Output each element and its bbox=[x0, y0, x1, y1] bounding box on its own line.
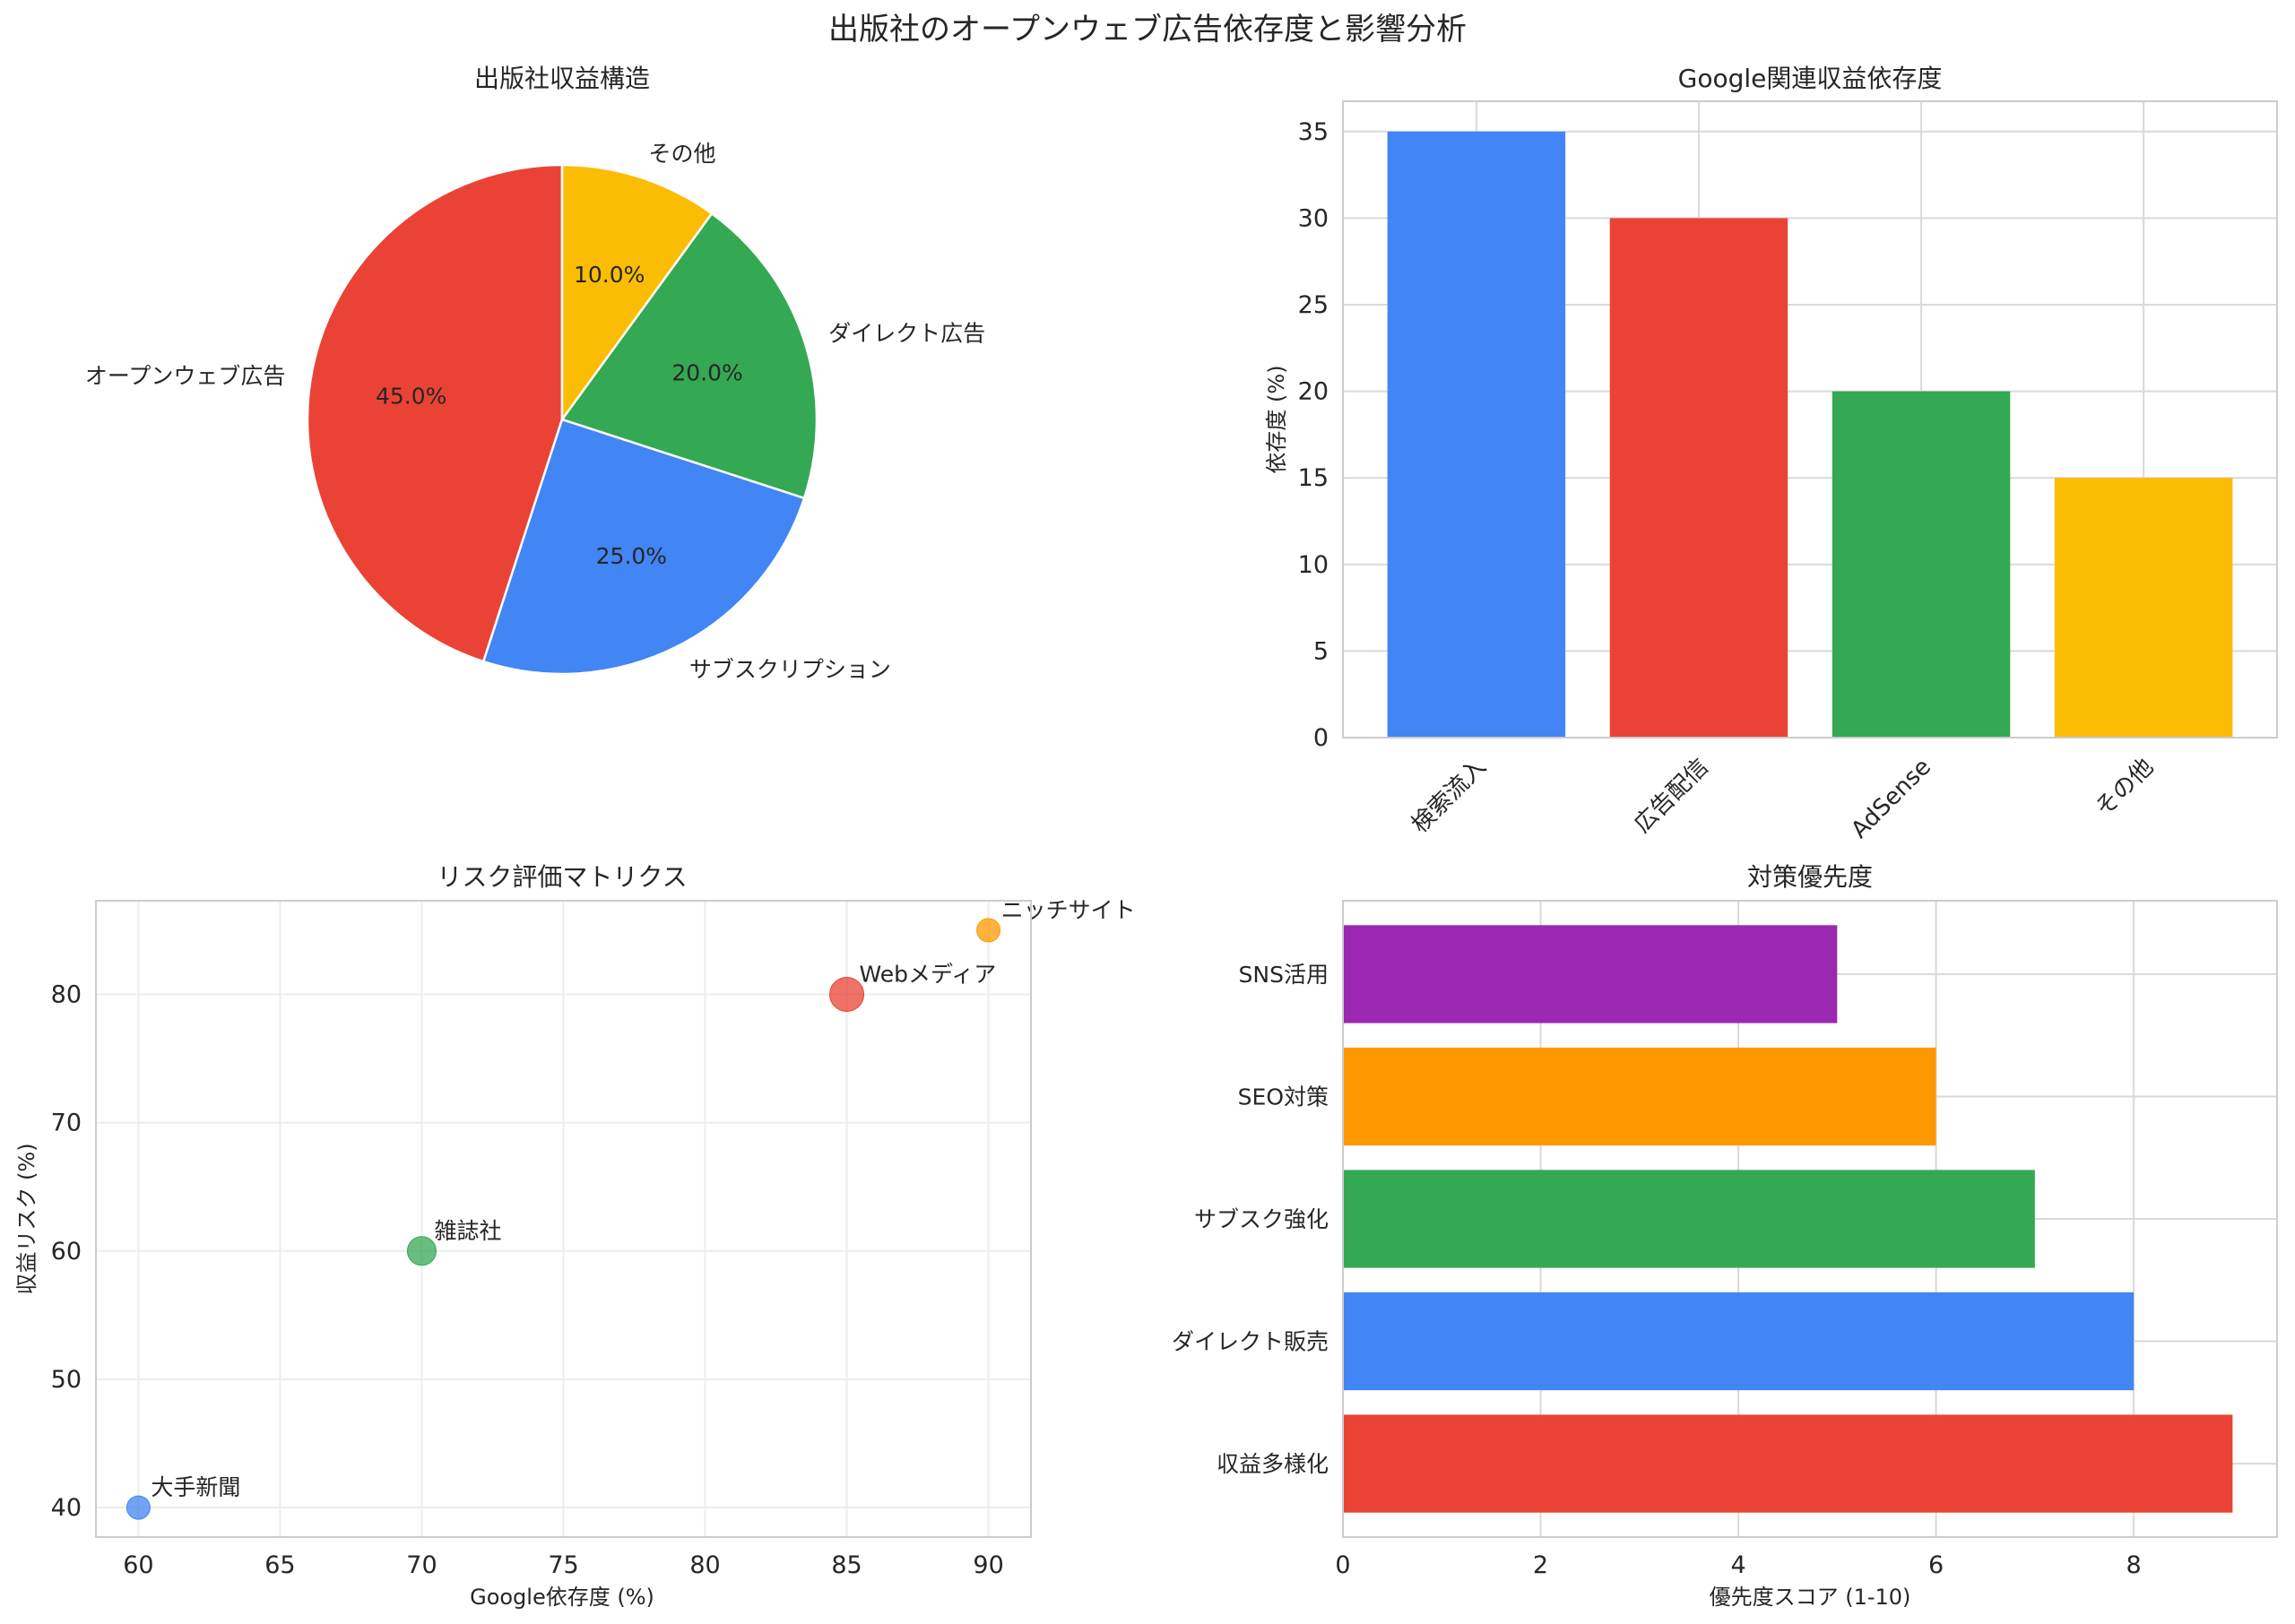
scatter-point-item-1 bbox=[406, 1236, 437, 1266]
bar-chart-google-dependency: Google関連収益依存度 0 5 10 15 20 25 30 35 検索流入 広告配信 AdSe… bbox=[1264, 64, 2278, 844]
pie-slice-item-3 bbox=[560, 163, 714, 423]
bar-item-0 bbox=[1387, 131, 1566, 739]
pie-slice-item-2 bbox=[559, 212, 818, 500]
pie-pct-label-item-2: 20.0% bbox=[671, 359, 742, 385]
pie-chart-revenue-structure: 出版社収益構造 45.0% オープンウェブ広告 25.0% サブスクリプション 20.0… bbox=[85, 64, 985, 682]
hbar-chart-title: 対策優先度 bbox=[1747, 862, 1873, 892]
bar-xtick-label-item-3: その他 bbox=[2091, 754, 2159, 822]
bar-chart-frame bbox=[1342, 100, 2278, 739]
bar-chart-title: Google関連収益依存度 bbox=[1678, 64, 1943, 93]
pie-labels: 45.0% オープンウェブ広告 25.0% サブスクリプション 20.0% ダイレクト広告… bbox=[85, 141, 985, 682]
hbar-item-0 bbox=[1343, 1414, 2233, 1513]
scatter-ytick-label: 40 bbox=[51, 1494, 82, 1522]
bar-item-3 bbox=[2054, 478, 2233, 738]
hbar-ytick-label-item-3: SEO対策 bbox=[1238, 1084, 1329, 1110]
scatter-point-item-2 bbox=[829, 976, 865, 1012]
bar-ytick-label: 35 bbox=[1298, 118, 1329, 146]
scatter-point-label-item-1: 雑誌社 bbox=[434, 1218, 501, 1244]
bar-ytick-label: 5 bbox=[1313, 637, 1329, 665]
bar-item-2 bbox=[1832, 391, 2011, 738]
hbar-ytick-label-item-0: 収益多様化 bbox=[1217, 1451, 1329, 1477]
bar-ytick-label: 30 bbox=[1298, 204, 1329, 232]
scatter-chart-frame bbox=[95, 900, 1032, 1538]
hbar-item-1 bbox=[1343, 1291, 2135, 1391]
pie-pct-label-item-0: 45.0% bbox=[376, 383, 446, 409]
bar-xtick-label-item-2: AdSense bbox=[1846, 754, 1936, 844]
bar-xtick-label-item-1: 広告配信 bbox=[1629, 754, 1714, 839]
hbar-chart-ticks: 0 2 4 6 8 収益多様化 ダイレクト販売 サブスク強化 SEO対策 SNS活用 bbox=[1172, 962, 2142, 1579]
scatter-point-label-item-0: 大手新聞 bbox=[151, 1474, 240, 1500]
scatter-xtick-label: 80 bbox=[689, 1551, 720, 1579]
bar-item-1 bbox=[1609, 218, 1788, 739]
hbar-item-3 bbox=[1343, 1047, 1936, 1146]
pie-slice-item-1 bbox=[481, 418, 806, 676]
scatter-ytick-label: 70 bbox=[51, 1110, 82, 1137]
scatter-chart-grid bbox=[96, 901, 1031, 1537]
scatter-ytick-label: 80 bbox=[51, 980, 82, 1008]
hbar-ytick-label-item-2: サブスク強化 bbox=[1194, 1206, 1329, 1232]
scatter-xtick-label: 65 bbox=[264, 1551, 295, 1579]
hbar-chart-xlabel: 優先度スコア (1-10) bbox=[1710, 1585, 1911, 1610]
hbar-chart-frame bbox=[1342, 900, 2278, 1538]
scatter-xtick-label: 90 bbox=[973, 1551, 1003, 1579]
scatter-chart-title: リスク評価マトリクス bbox=[437, 862, 687, 892]
hbar-item-2 bbox=[1343, 1170, 2035, 1268]
scatter-point-label-item-2: Webメディア bbox=[860, 961, 997, 987]
pie-chart-title: 出版社収益構造 bbox=[474, 64, 650, 93]
scatter-chart-ticks: 60 65 70 75 80 85 90 40 50 60 70 80 bbox=[51, 980, 1004, 1579]
scatter-ytick-label: 60 bbox=[51, 1238, 82, 1266]
pie-category-label-item-1: サブスクリプション bbox=[689, 656, 891, 682]
scatter-chart-xlabel: Google依存度 (%) bbox=[470, 1585, 654, 1610]
pie-slice-item-0 bbox=[306, 163, 564, 663]
scatter-xtick-label: 60 bbox=[123, 1551, 153, 1579]
hbar-xtick-label: 6 bbox=[1928, 1551, 1944, 1579]
bar-chart-bars bbox=[1387, 131, 2233, 739]
pie-slices bbox=[306, 163, 818, 676]
bar-ytick-label: 25 bbox=[1298, 291, 1329, 319]
hbar-xtick-label: 0 bbox=[1335, 1551, 1350, 1579]
scatter-ytick-label: 50 bbox=[51, 1366, 82, 1394]
hbar-xtick-label: 2 bbox=[1533, 1551, 1548, 1579]
scatter-point-item-3 bbox=[976, 918, 1001, 943]
pie-category-label-item-2: ダイレクト広告 bbox=[828, 320, 985, 346]
hbar-xtick-label: 8 bbox=[2126, 1551, 2142, 1579]
bar-ytick-label: 20 bbox=[1298, 378, 1329, 406]
hbar-ytick-label-item-4: SNS活用 bbox=[1239, 962, 1329, 988]
bar-xtick-label-item-0: 検索流入 bbox=[1407, 754, 1492, 839]
scatter-point-item-0 bbox=[126, 1495, 151, 1520]
scatter-xtick-label: 70 bbox=[406, 1551, 437, 1579]
bar-ytick-label: 15 bbox=[1298, 464, 1329, 492]
bar-ytick-label: 0 bbox=[1313, 724, 1329, 752]
bar-ytick-label: 10 bbox=[1298, 551, 1329, 579]
pie-pct-label-item-1: 25.0% bbox=[596, 543, 667, 569]
pie-category-label-item-0: オープンウェブ広告 bbox=[85, 363, 286, 389]
bar-chart-ylabel: 依存度 (%) bbox=[1264, 365, 1289, 473]
pie-pct-label-item-3: 10.0% bbox=[574, 262, 645, 288]
hbar-ytick-label-item-1: ダイレクト販売 bbox=[1172, 1329, 1329, 1355]
pie-category-label-item-3: その他 bbox=[649, 141, 716, 167]
figure-title: 出版社のオープンウェブ広告依存度と影響分析 bbox=[828, 12, 1467, 48]
hbar-chart-priority: 対策優先度 0 2 4 6 8収益多様化ダイレクト販売サブスク強化SEO対策SNS活用 … bbox=[1172, 862, 2278, 1610]
scatter-chart-ylabel: 収益リスク (%) bbox=[14, 1143, 39, 1294]
hbar-xtick-label: 4 bbox=[1730, 1551, 1745, 1579]
hbar-chart-bars bbox=[1343, 925, 2233, 1513]
scatter-xtick-label: 75 bbox=[548, 1551, 578, 1579]
hbar-item-4 bbox=[1343, 925, 1838, 1024]
scatter-xtick-label: 85 bbox=[831, 1551, 862, 1579]
